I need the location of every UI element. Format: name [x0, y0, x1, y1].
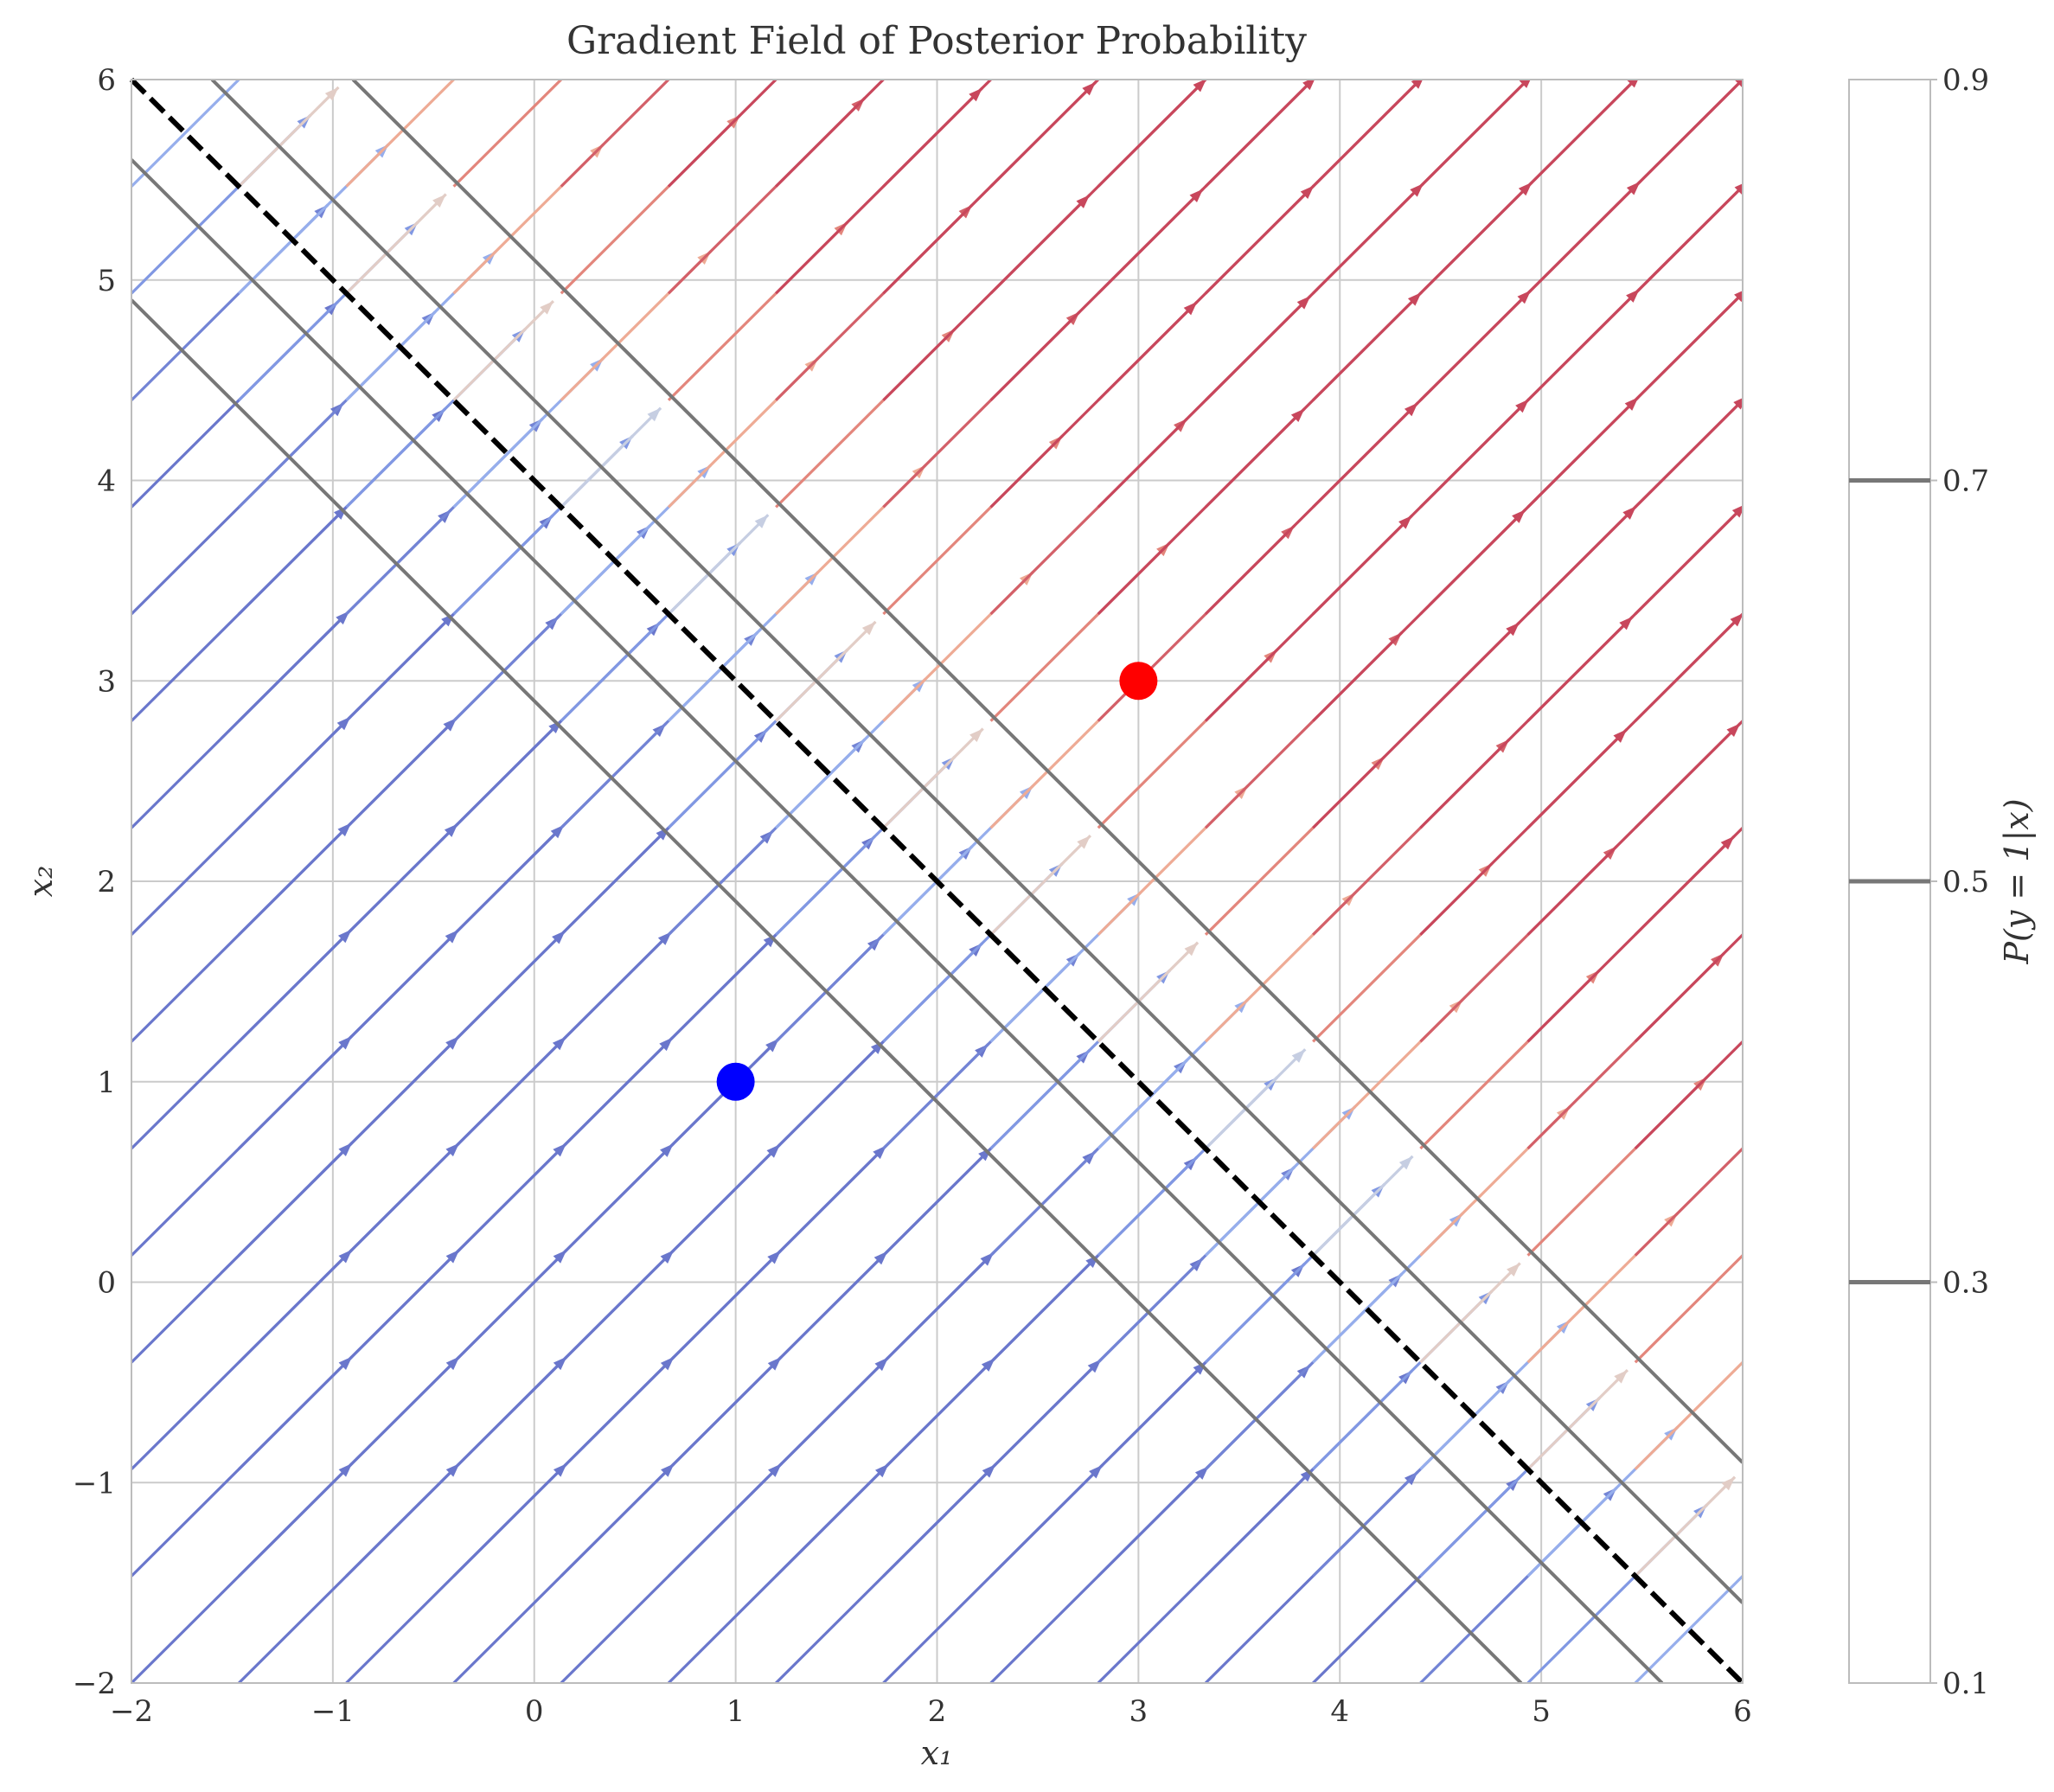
gradient-arrow — [1097, 80, 1208, 188]
gradient-arrow — [775, 620, 877, 722]
gradient-arrow — [346, 80, 349, 81]
plot-area — [129, 0, 1963, 1686]
gradient-arrow — [1634, 291, 1743, 401]
class-0-mean-marker — [716, 1062, 755, 1101]
gradient-arrow — [1204, 1048, 1307, 1150]
gradient-arrow — [989, 80, 1101, 188]
gradient-arrow — [1420, 80, 1423, 81]
gradient-arrow — [560, 406, 662, 509]
colorbar-contour-lines — [1849, 478, 1930, 1284]
gradient-arrow — [882, 727, 984, 829]
colorbar-tick-label: 0.3 — [1942, 1266, 1989, 1301]
y-tick-label: 0 — [97, 1266, 116, 1301]
x-tick-label: −2 — [110, 1694, 153, 1729]
gradient-arrow — [1634, 1475, 1737, 1578]
gradient-arrow — [560, 80, 671, 188]
gradient-arrow — [239, 80, 241, 81]
gradient-arrow — [1634, 505, 1743, 616]
gradient-arrow — [131, 80, 241, 188]
gradient-arrow — [452, 299, 554, 401]
gradient-arrow — [1312, 1155, 1414, 1257]
y-tick-label: 5 — [97, 264, 116, 298]
x-tick-label: 5 — [1532, 1694, 1551, 1729]
gradient-arrow — [667, 514, 770, 616]
colorbar-tick-label: 0.9 — [1942, 63, 1989, 98]
gradient-arrow — [1313, 80, 1315, 81]
colorbar-tick-label: 0.7 — [1942, 464, 1989, 499]
class-1-mean-marker — [1119, 662, 1158, 701]
gradient-arrow — [1634, 611, 1743, 722]
decision-boundary — [129, 77, 1745, 1686]
colorbar: 0.1 0.3 0.5 0.7 0.9 P(y = 1|x) — [1848, 63, 2036, 1701]
gradient-arrow — [882, 80, 993, 188]
decision-boundary-line — [129, 77, 1745, 1686]
colorbar-label: P(y = 1|x) — [1998, 798, 2036, 964]
plot-frame — [131, 79, 1744, 1684]
colorbar-tick-label: 0.1 — [1942, 1667, 1989, 1701]
y-tick-label: 1 — [97, 1066, 116, 1100]
gradient-arrow — [1634, 1146, 1743, 1257]
gradient-arrow — [1741, 1680, 1743, 1683]
gradient-arrow — [1419, 1262, 1521, 1364]
x-tick-label: 1 — [726, 1694, 745, 1729]
gradient-arrow — [1634, 80, 1743, 188]
x-tick-label: 0 — [525, 1694, 544, 1729]
probability-contour — [131, 298, 1523, 1683]
probability-contour — [351, 80, 1743, 1464]
gradient-arrow — [345, 193, 447, 295]
gradient-arrow — [1419, 80, 1530, 188]
y-tick-label: 4 — [97, 464, 116, 499]
gradient-arrow — [1526, 1368, 1628, 1470]
probability-contour — [131, 158, 1664, 1683]
gradient-arrow — [238, 86, 340, 188]
gradient-arrow — [452, 80, 564, 188]
probability-contour — [210, 80, 1743, 1604]
gradient-arrow — [1743, 0, 1963, 80]
x-tick-label: 4 — [1330, 1694, 1349, 1729]
gradient-arrow — [1634, 1360, 1743, 1470]
colorbar-tick-label: 0.5 — [1942, 865, 1989, 899]
gradient-arrow — [1527, 80, 1530, 81]
gradient-arrow — [345, 80, 456, 188]
colorbar-ticks: 0.1 0.3 0.5 0.7 0.9 — [1930, 63, 1989, 1701]
gradient-arrow — [1634, 1040, 1743, 1150]
class-means — [716, 662, 1158, 1101]
gradient-arrow — [1634, 719, 1743, 829]
chart-title: Gradient Field of Posterior Probability — [566, 19, 1307, 63]
gradient-arrow — [989, 834, 1091, 936]
gradient-arrow — [131, 80, 134, 81]
gradient-arrows — [131, 0, 1963, 1683]
y-tick-label: −2 — [73, 1667, 116, 1701]
gradient-arrow — [775, 80, 886, 188]
x-tick-label: −1 — [311, 1694, 355, 1729]
gradient-arrow — [1634, 184, 1743, 295]
y-tick-label: 2 — [97, 865, 116, 899]
y-tick-label: −1 — [73, 1466, 116, 1501]
y-axis-ticks: −2 −1 0 1 2 3 4 5 6 — [73, 63, 116, 1701]
gradient-arrow — [1634, 825, 1743, 936]
y-axis-label: x₂ — [22, 866, 60, 898]
gradient-arrow — [1634, 932, 1743, 1043]
x-axis-ticks: −2 −1 0 1 2 3 4 5 6 — [110, 1694, 1752, 1729]
gradient-arrow — [1204, 80, 1315, 188]
y-tick-label: 3 — [97, 664, 116, 699]
gradient-arrow — [1634, 1253, 1743, 1364]
x-tick-label: 2 — [928, 1694, 947, 1729]
x-axis-label: x₁ — [921, 1734, 953, 1772]
gradient-arrow — [1312, 80, 1423, 188]
x-tick-label: 3 — [1129, 1694, 1149, 1729]
gradient-arrow — [1097, 941, 1200, 1043]
probability-contours — [131, 80, 1743, 1683]
gradient-arrow — [1635, 80, 1638, 81]
gradient-arrow — [1526, 80, 1638, 188]
gradient-arrow — [667, 80, 778, 188]
gradient-arrow — [1634, 1574, 1743, 1683]
y-tick-label: 6 — [97, 63, 116, 98]
x-tick-label: 6 — [1733, 1694, 1752, 1729]
gradient-arrow — [1634, 398, 1743, 509]
